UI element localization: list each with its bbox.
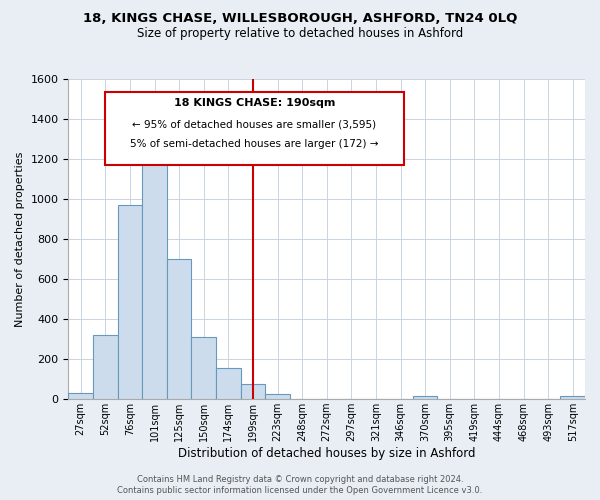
FancyBboxPatch shape — [104, 92, 404, 166]
Text: Contains public sector information licensed under the Open Government Licence v3: Contains public sector information licen… — [118, 486, 482, 495]
X-axis label: Distribution of detached houses by size in Ashford: Distribution of detached houses by size … — [178, 447, 475, 460]
Bar — [241, 384, 265, 399]
Bar — [93, 335, 118, 399]
Y-axis label: Number of detached properties: Number of detached properties — [15, 152, 25, 327]
Bar — [167, 259, 191, 399]
Text: 5% of semi-detached houses are larger (172) →: 5% of semi-detached houses are larger (1… — [130, 139, 379, 149]
Text: 18, KINGS CHASE, WILLESBOROUGH, ASHFORD, TN24 0LQ: 18, KINGS CHASE, WILLESBOROUGH, ASHFORD,… — [83, 12, 517, 26]
Bar — [560, 396, 585, 399]
Bar — [68, 393, 93, 399]
Bar — [142, 161, 167, 399]
Text: 18 KINGS CHASE: 190sqm: 18 KINGS CHASE: 190sqm — [173, 98, 335, 108]
Text: ← 95% of detached houses are smaller (3,595): ← 95% of detached houses are smaller (3,… — [133, 119, 376, 129]
Bar — [191, 337, 216, 399]
Bar — [265, 394, 290, 399]
Text: Size of property relative to detached houses in Ashford: Size of property relative to detached ho… — [137, 28, 463, 40]
Bar — [118, 205, 142, 399]
Text: Contains HM Land Registry data © Crown copyright and database right 2024.: Contains HM Land Registry data © Crown c… — [137, 475, 463, 484]
Bar — [413, 396, 437, 399]
Bar — [216, 368, 241, 399]
